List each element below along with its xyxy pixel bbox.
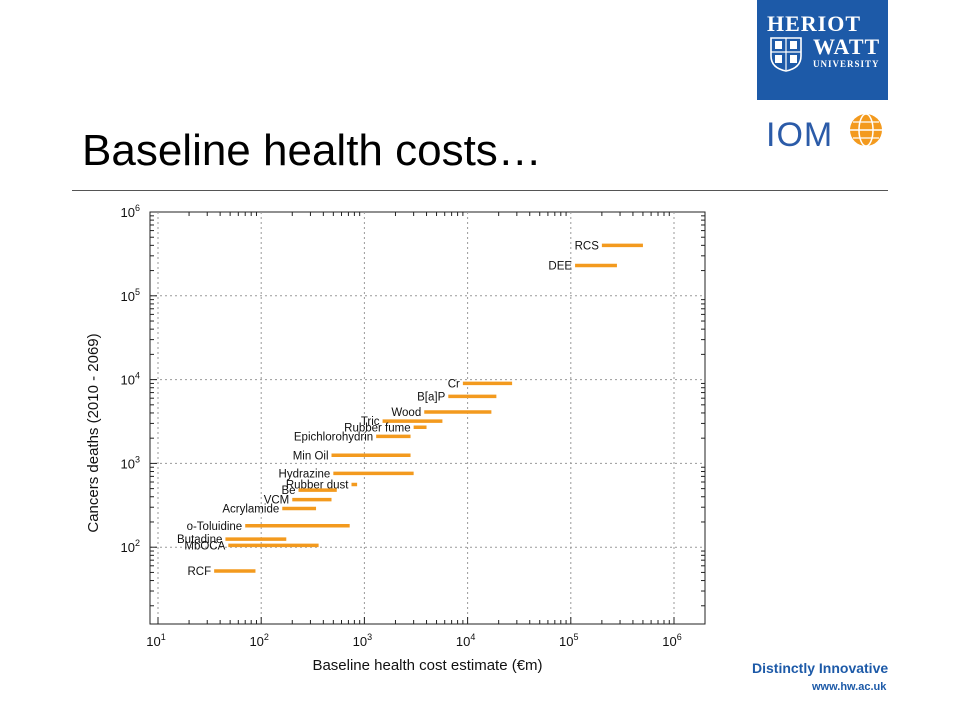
range-label-dee: DEE [548, 260, 572, 272]
range-label-vcm: VCM [264, 495, 290, 507]
logo-line-1: HERIOT [767, 11, 862, 36]
x-tick-label: 102 [249, 632, 268, 649]
y-tick-label: 104 [121, 371, 140, 388]
range-label-epichlorohydrin: Epichlorohydrin [294, 431, 373, 443]
y-tick-label: 103 [121, 454, 140, 471]
range-label-butadine: Butadine [177, 534, 222, 546]
range-label-mboca: MbOCA [184, 540, 225, 552]
slide-title: Baseline health costs… [82, 126, 542, 175]
crest-icon [770, 37, 802, 72]
range-label-tric: Tric [361, 416, 380, 428]
range-label-cr: Cr [448, 378, 460, 390]
title-divider [72, 190, 888, 191]
y-tick-label: 106 [121, 203, 140, 220]
range-label-acrylamide: Acrylamide [222, 503, 279, 515]
x-tick-label: 101 [146, 632, 165, 649]
x-tick-label: 104 [456, 632, 475, 649]
footer-url[interactable]: www.hw.ac.uk [812, 681, 887, 693]
x-tick-label: 106 [662, 632, 681, 649]
range-label-rcs: RCS [575, 240, 600, 252]
logo-line-2: WATT [813, 34, 881, 59]
footer-tagline: Distinctly Innovative [752, 660, 889, 676]
range-label-rcf: RCF [188, 566, 212, 578]
y-tick-label: 102 [121, 538, 140, 555]
range-label-be: Be [281, 485, 295, 497]
iom-logo-text: IOM [766, 116, 834, 154]
range-label-rubber-fume: Rubber fume [344, 422, 410, 434]
globe-icon [850, 113, 882, 147]
range-label-min-oil: Min Oil [293, 450, 329, 462]
logo-line-3: UNIVERSITY [813, 59, 880, 69]
x-axis-label: Baseline health cost estimate (€m) [312, 657, 542, 674]
heriot-watt-logo: HERIOT WATT UNIVERSITY [757, 0, 888, 100]
range-label-o-toluidine: o-Toluidine [187, 521, 243, 533]
y-tick-label: 105 [121, 287, 140, 304]
iom-logo: IOM [766, 112, 890, 156]
x-tick-label: 105 [559, 632, 578, 649]
range-label-wood: Wood [391, 407, 421, 419]
plot-frame [149, 211, 706, 625]
range-label-hydrazine: Hydrazine [279, 468, 331, 480]
x-tick-label: 103 [353, 632, 372, 649]
range-label-b-a-p: B[a]P [417, 391, 445, 403]
y-axis-label: Cancers deaths (2010 - 2069) [85, 333, 102, 532]
